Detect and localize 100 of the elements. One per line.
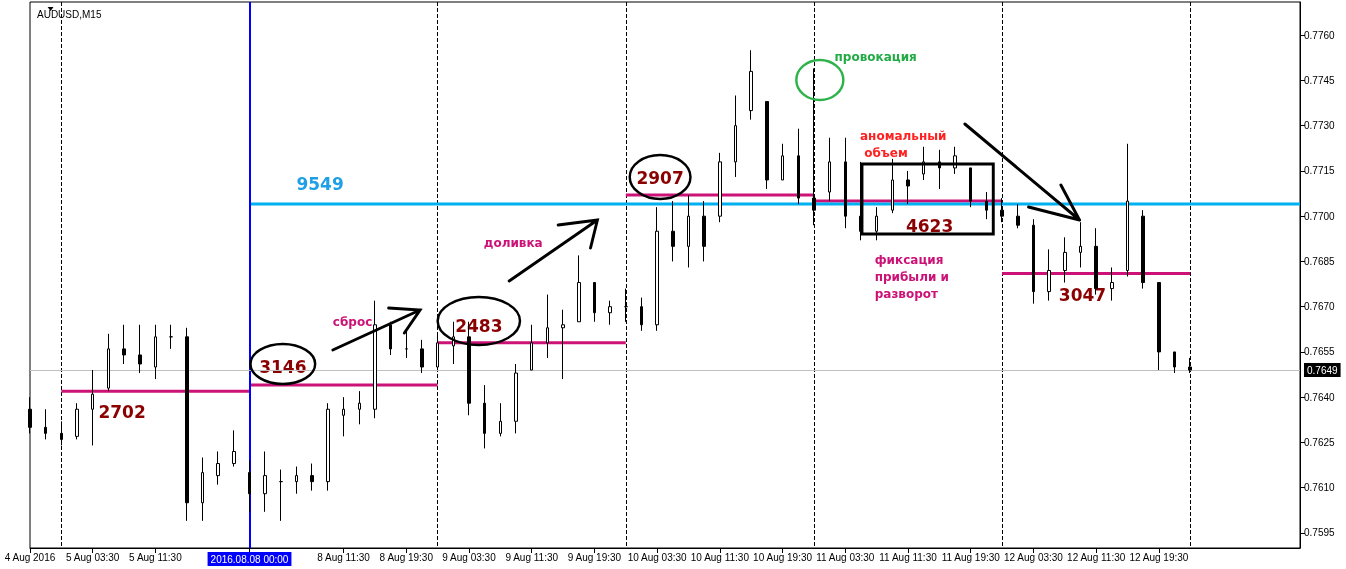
candlestick [781,143,784,181]
ref-line-label: 0.7649 [1307,364,1339,376]
candlestick [797,128,800,205]
candlestick [216,450,220,486]
y-tick-label: 0.7670 [1304,301,1336,313]
y-tick-label: 0.7760 [1304,29,1336,41]
y-tick-label: 0.7685 [1304,255,1336,267]
candlestick [687,194,690,268]
candlestick [734,95,737,178]
x-tick-label: 10 Aug 19:30 [753,551,813,563]
candlestick [122,324,126,365]
candlestick [154,324,157,380]
candlestick [248,460,251,513]
candlestick [1157,282,1161,371]
annotation: сброс [332,314,373,329]
candlestick [107,333,110,392]
candlestick [1079,221,1082,268]
x-tick-label: 2016.08.08 00:00 [210,553,289,565]
y-tick-label: 0.7640 [1304,391,1336,403]
x-tick-label: 5 Aug 11:30 [129,551,183,563]
annotation: 4623 [905,216,954,237]
y-tick-label: 0.7715 [1304,165,1336,177]
candlestick [499,402,502,437]
candlestick [561,309,565,380]
annotation: 2907 [636,168,684,189]
candlestick [326,402,330,492]
candlestick [906,170,910,205]
candlestick [1063,236,1067,284]
candlestick [765,101,769,190]
candlestick [577,254,581,323]
x-tick-label: 10 Aug 11:30 [690,551,750,563]
x-tick-label: 12 Aug 19:30 [1129,551,1189,563]
candlestick [718,152,722,223]
x-tick-label: 9 Aug 19:30 [567,551,622,563]
x-tick-label: 9 Aug 03:30 [442,551,497,563]
candlestick [593,282,596,323]
candlestick [530,324,533,371]
candlestick [1016,203,1020,229]
candlestick [844,137,847,229]
candlestick [546,294,549,359]
candlestick [749,49,753,121]
candlestick [608,300,612,326]
candlestick [875,206,878,241]
text: AUDUSD,M15 [37,8,102,20]
x-tick-label: 5 Aug 03:30 [66,551,120,563]
candlestick [1110,266,1114,302]
y-tick-label: 0.7595 [1304,527,1336,539]
candlestick [1126,143,1129,278]
x-tick-label: 11 Aug 03:30 [816,551,875,563]
annotation: фиксация прибыли и разворот [874,252,954,301]
candlestick [91,369,94,446]
annotation: 9549 [296,174,344,195]
candlestick [75,402,79,440]
candlestick [279,469,283,522]
candlestick [169,324,173,350]
candlestick [373,300,377,419]
candlestick [702,200,706,262]
x-tick-label: 11 Aug 11:30 [879,551,938,563]
x-tick-label: 12 Aug 03:30 [1003,551,1064,563]
x-tick-label: 4 Aug 2016 [4,551,56,563]
candlestick [985,191,988,220]
y-tick-label: 0.7745 [1304,74,1336,86]
candlestick [640,297,643,332]
y-tick-label: 0.7700 [1304,210,1336,222]
candlestick [232,429,236,468]
candlestick [655,206,659,332]
candlestick [1047,248,1051,302]
y-tick-label: 0.7610 [1304,482,1336,494]
candlestick [671,200,675,262]
x-tick-label: 8 Aug 11:30 [317,551,371,563]
candlestick [201,457,204,522]
y-tick-label: 0.7625 [1304,436,1336,448]
candlestick [420,339,424,374]
x-tick-label: 9 Aug 11:30 [505,551,559,563]
candlestick [295,466,298,495]
candlestick [138,324,142,374]
candlestick [1032,218,1035,305]
candlestick [483,384,486,449]
candlestick [891,158,894,214]
annotation: 3047 [1058,285,1107,306]
candlestick [358,390,361,425]
candlestick [1141,209,1145,290]
candlestick [310,463,314,492]
annotation: доливка [483,235,543,250]
annotation: провокация [834,49,917,64]
candlestick [185,327,189,522]
annotation: 2702 [98,402,146,423]
candlestick [514,363,518,434]
candlestick [969,167,972,208]
candlestick [405,330,408,359]
candlestick [1173,351,1176,374]
x-tick-label: 10 Aug 03:30 [627,551,688,563]
candlestick [938,149,941,190]
y-tick-label: 0.7655 [1304,346,1336,358]
y-tick-label: 0.7730 [1304,120,1336,132]
x-tick-label: 11 Aug 19:30 [941,551,1001,563]
candlestick [263,450,267,513]
x-tick-label: 12 Aug 11:30 [1067,551,1126,563]
x-tick-label: 8 Aug 19:30 [379,551,434,563]
annotation: аномальный объем [860,128,947,160]
